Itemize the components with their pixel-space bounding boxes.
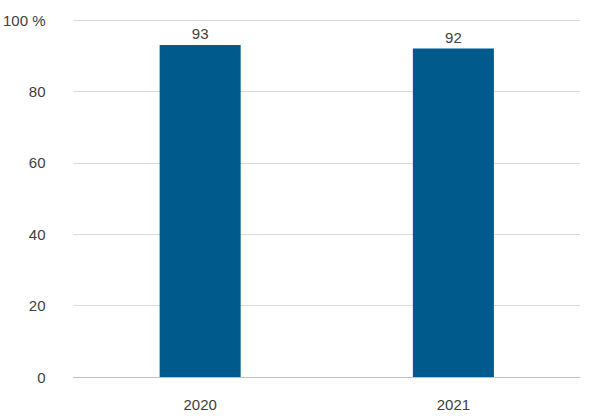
svg-text:93: 93: [192, 25, 209, 42]
svg-text:80: 80: [29, 83, 46, 100]
svg-text:60: 60: [29, 154, 46, 171]
svg-text:20: 20: [29, 297, 46, 314]
svg-text:100 %: 100 %: [3, 12, 46, 29]
svg-text:2021: 2021: [437, 396, 470, 413]
svg-text:92: 92: [445, 29, 462, 46]
svg-text:2020: 2020: [183, 396, 216, 413]
svg-text:0: 0: [37, 369, 45, 386]
svg-text:40: 40: [29, 226, 46, 243]
